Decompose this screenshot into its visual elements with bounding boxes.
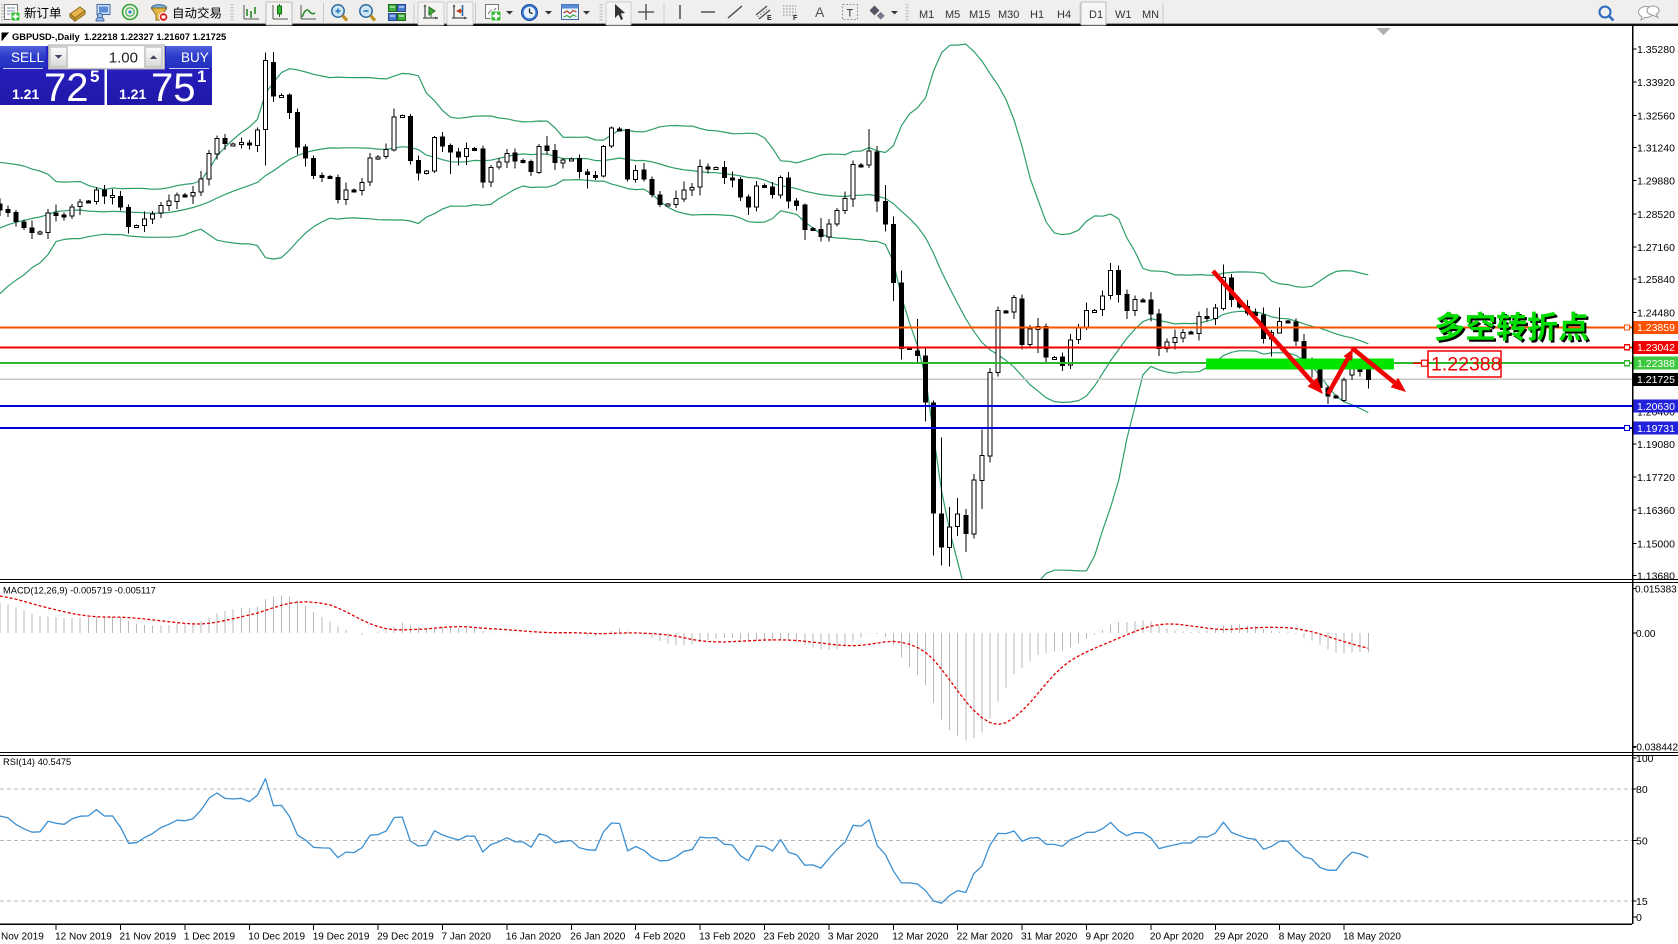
svg-text:3 Mar 2020: 3 Mar 2020 (828, 932, 879, 943)
svg-text:26 Jan 2020: 26 Jan 2020 (570, 932, 625, 943)
svg-text:23 Feb 2020: 23 Feb 2020 (764, 932, 821, 943)
svg-text:1.00: 1.00 (109, 50, 138, 67)
svg-text:M1: M1 (919, 9, 934, 21)
svg-text:16 Jan 2020: 16 Jan 2020 (506, 932, 561, 943)
svg-text:29 Dec 2019: 29 Dec 2019 (377, 932, 434, 943)
svg-text:1.24480: 1.24480 (1637, 307, 1675, 319)
svg-text:1.21: 1.21 (119, 86, 146, 102)
svg-text:1.31240: 1.31240 (1637, 143, 1675, 155)
svg-text:H1: H1 (1030, 9, 1044, 21)
svg-text:18 May 2020: 18 May 2020 (1343, 932, 1401, 943)
svg-text:15: 15 (1636, 896, 1648, 908)
svg-text:29 Apr 2020: 29 Apr 2020 (1214, 932, 1268, 943)
svg-text:0.015383: 0.015383 (1635, 585, 1677, 596)
svg-text:1.16360: 1.16360 (1637, 505, 1675, 517)
svg-text:12 Nov 2019: 12 Nov 2019 (55, 932, 112, 943)
svg-text:H4: H4 (1057, 9, 1071, 21)
svg-text:SELL: SELL (11, 50, 45, 65)
svg-text:4 Feb 2020: 4 Feb 2020 (635, 932, 686, 943)
svg-text:20 Apr 2020: 20 Apr 2020 (1150, 932, 1204, 943)
svg-text:T: T (847, 8, 854, 20)
svg-text:E: E (767, 15, 772, 22)
svg-text:1.29880: 1.29880 (1637, 176, 1675, 188)
svg-text:1.22388: 1.22388 (1637, 358, 1675, 370)
svg-text:1.23859: 1.23859 (1637, 322, 1675, 334)
svg-text:M30: M30 (998, 9, 1019, 21)
svg-text:75: 75 (151, 66, 196, 110)
svg-text:GBPUSD-,Daily: GBPUSD-,Daily (12, 32, 81, 42)
svg-text:13 Feb 2020: 13 Feb 2020 (699, 932, 756, 943)
svg-text:1: 1 (197, 67, 206, 86)
svg-text:MACD(12,26,9) -0.005719 -0.005: MACD(12,26,9) -0.005719 -0.005117 (3, 586, 156, 596)
svg-text:1.21: 1.21 (12, 86, 39, 102)
svg-text:1.22218 1.22327 1.21607 1.2172: 1.22218 1.22327 1.21607 1.21725 (84, 32, 226, 42)
svg-text:100: 100 (1636, 753, 1654, 765)
svg-text:M15: M15 (969, 9, 990, 21)
svg-text:1.28520: 1.28520 (1637, 209, 1675, 221)
svg-text:9 Apr 2020: 9 Apr 2020 (1086, 932, 1135, 943)
svg-text:31 Mar 2020: 31 Mar 2020 (1021, 932, 1078, 943)
svg-text:80: 80 (1636, 784, 1648, 796)
svg-text:0: 0 (1636, 912, 1642, 924)
svg-text:Nov 2019: Nov 2019 (1, 932, 44, 943)
svg-text:7 Jan 2020: 7 Jan 2020 (442, 932, 492, 943)
svg-text:1.15000: 1.15000 (1637, 538, 1675, 550)
svg-text:12 Mar 2020: 12 Mar 2020 (892, 932, 949, 943)
svg-text:1.35280: 1.35280 (1637, 44, 1675, 56)
svg-text:F: F (793, 15, 798, 22)
svg-text:1.17720: 1.17720 (1637, 472, 1675, 484)
svg-text:1.20630: 1.20630 (1637, 401, 1675, 413)
svg-text:1.25840: 1.25840 (1637, 274, 1675, 286)
svg-text:MN: MN (1142, 9, 1159, 21)
svg-text:19 Dec 2019: 19 Dec 2019 (313, 932, 370, 943)
svg-text:1.13680: 1.13680 (1637, 571, 1675, 583)
svg-text:M5: M5 (945, 9, 960, 21)
svg-text:1.22388: 1.22388 (1431, 354, 1502, 376)
svg-text:21 Nov 2019: 21 Nov 2019 (120, 932, 177, 943)
svg-text:RSI(14) 40.5475: RSI(14) 40.5475 (3, 757, 71, 767)
svg-text:1.23042: 1.23042 (1637, 342, 1675, 354)
svg-text:1 Dec 2019: 1 Dec 2019 (184, 932, 236, 943)
svg-text:50: 50 (1636, 836, 1648, 848)
svg-text:1.21725: 1.21725 (1637, 374, 1675, 386)
svg-text:72: 72 (44, 66, 89, 110)
svg-text:1.19731: 1.19731 (1637, 423, 1675, 435)
svg-text:1.32560: 1.32560 (1637, 110, 1675, 122)
svg-text:W1: W1 (1115, 9, 1132, 21)
svg-text:1.27160: 1.27160 (1637, 242, 1675, 254)
svg-text:5: 5 (90, 67, 99, 86)
svg-text:10 Dec 2019: 10 Dec 2019 (248, 932, 305, 943)
svg-text:0.00: 0.00 (1636, 629, 1656, 640)
svg-text:8 May 2020: 8 May 2020 (1279, 932, 1332, 943)
svg-text:1.19080: 1.19080 (1637, 439, 1675, 451)
svg-text:1.33920: 1.33920 (1637, 77, 1675, 89)
svg-text:A: A (815, 4, 825, 20)
svg-text:22 Mar 2020: 22 Mar 2020 (957, 932, 1014, 943)
svg-text:BUY: BUY (181, 50, 209, 65)
svg-text:D1: D1 (1089, 9, 1103, 21)
svg-text:-0.038442: -0.038442 (1633, 743, 1678, 754)
